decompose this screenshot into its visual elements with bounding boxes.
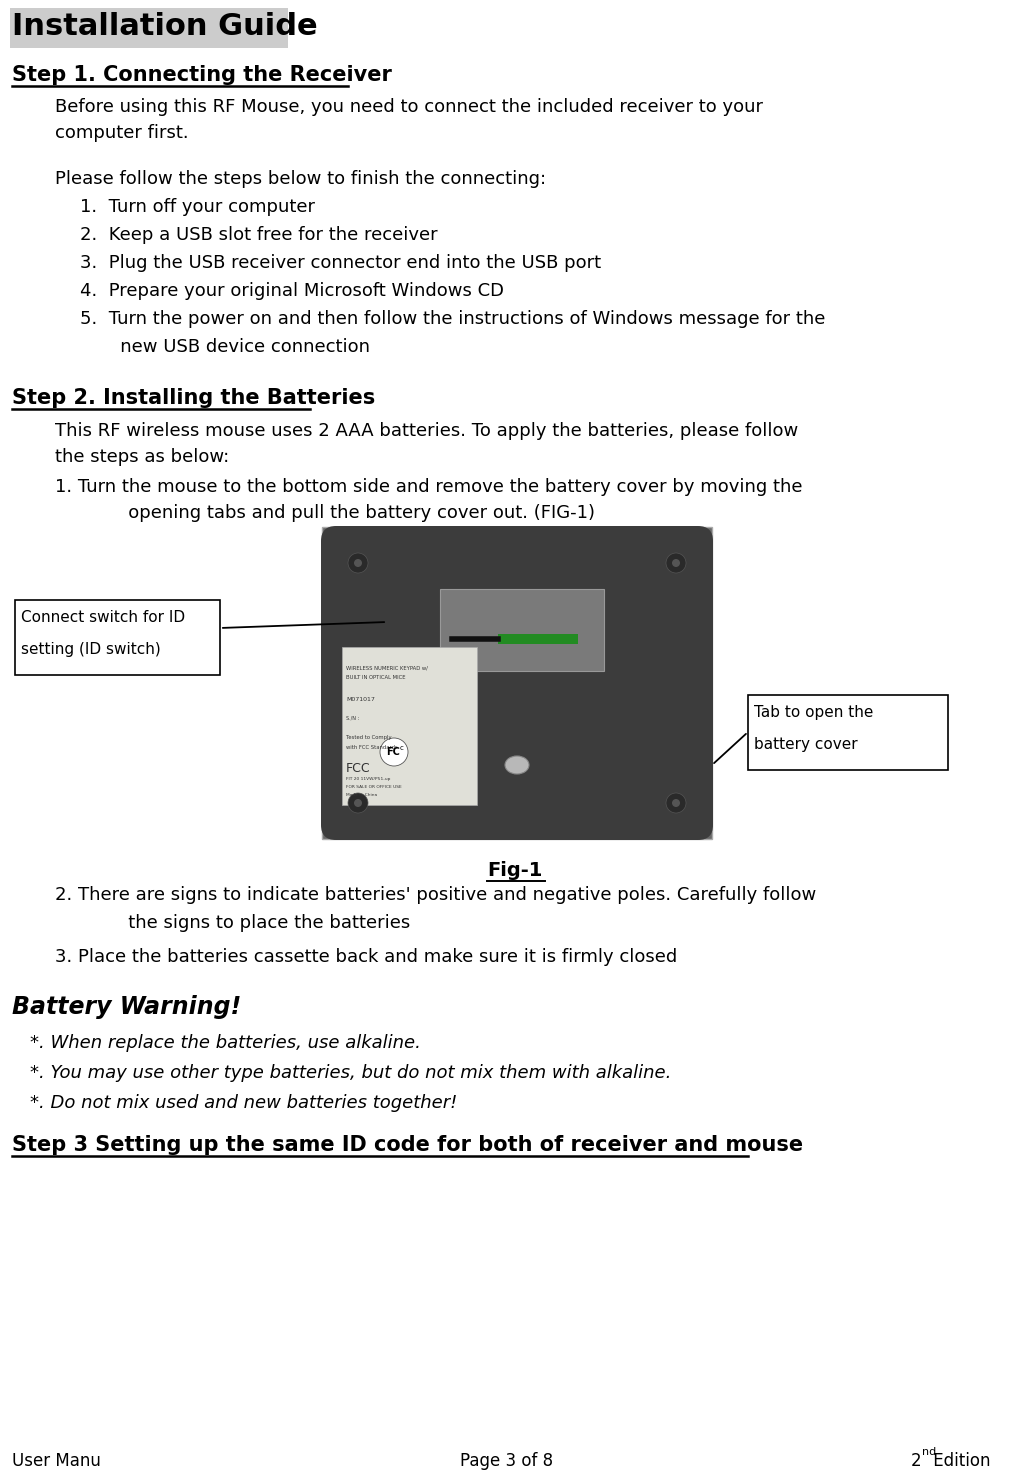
Circle shape (348, 552, 368, 573)
Text: Made in China: Made in China (346, 792, 377, 797)
Circle shape (666, 552, 686, 573)
Text: FC: FC (386, 747, 400, 757)
Text: FOR SALE OR OFFICE USE: FOR SALE OR OFFICE USE (346, 785, 402, 790)
Text: battery cover: battery cover (754, 736, 858, 753)
Text: S./N :: S./N : (346, 714, 360, 720)
Text: 2. There are signs to indicate batteries' positive and negative poles. Carefully: 2. There are signs to indicate batteries… (55, 885, 816, 904)
Circle shape (354, 798, 362, 807)
Text: 1.  Turn off your computer: 1. Turn off your computer (80, 197, 315, 217)
Text: Please follow the steps below to finish the connecting:: Please follow the steps below to finish … (55, 169, 546, 189)
Text: the signs to place the batteries: the signs to place the batteries (88, 915, 410, 932)
Text: *. You may use other type batteries, but do not mix them with alkaline.: *. You may use other type batteries, but… (30, 1064, 672, 1083)
Bar (498, 633, 578, 644)
Circle shape (380, 738, 408, 766)
Circle shape (672, 558, 680, 567)
Text: Edition: Edition (928, 1452, 991, 1470)
Text: FCC: FCC (346, 762, 371, 775)
Text: computer first.: computer first. (55, 124, 188, 141)
Text: Connect switch for ID: Connect switch for ID (21, 610, 185, 625)
Text: FIT 20 11VW/P51-up: FIT 20 11VW/P51-up (346, 776, 390, 781)
Circle shape (666, 792, 686, 813)
Text: setting (ID switch): setting (ID switch) (21, 642, 161, 657)
Circle shape (672, 798, 680, 807)
Text: User Manu: User Manu (12, 1452, 101, 1470)
Text: BUILT IN OPTICAL MICE: BUILT IN OPTICAL MICE (346, 675, 405, 681)
Text: opening tabs and pull the battery cover out. (FIG-1): opening tabs and pull the battery cover … (88, 504, 595, 521)
Text: Installation Guide: Installation Guide (12, 12, 318, 41)
Circle shape (354, 558, 362, 567)
Text: This RF wireless mouse uses 2 AAA batteries. To apply the batteries, please foll: This RF wireless mouse uses 2 AAA batter… (55, 421, 798, 440)
Text: 3. Place the batteries cassette back and make sure it is firmly closed: 3. Place the batteries cassette back and… (55, 949, 678, 966)
Text: nd: nd (922, 1446, 936, 1457)
Bar (748, 695, 948, 770)
Text: Before using this RF Mouse, you need to connect the included receiver to your: Before using this RF Mouse, you need to … (55, 99, 763, 116)
Bar (342, 647, 477, 806)
Bar (440, 589, 604, 672)
Text: WIRELESS NUMERIC KEYPAD w/: WIRELESS NUMERIC KEYPAD w/ (346, 664, 427, 670)
Text: 1. Turn the mouse to the bottom side and remove the battery cover by moving the: 1. Turn the mouse to the bottom side and… (55, 479, 802, 496)
Bar (15, 600, 220, 675)
Text: Tested to Comply: Tested to Comply (346, 735, 392, 739)
Text: Page 3 of 8: Page 3 of 8 (460, 1452, 553, 1470)
Text: 5.  Turn the power on and then follow the instructions of Windows message for th: 5. Turn the power on and then follow the… (80, 309, 826, 328)
Ellipse shape (505, 756, 529, 773)
Bar (322, 527, 712, 840)
Text: the steps as below:: the steps as below: (55, 448, 229, 465)
Text: 2: 2 (911, 1452, 922, 1470)
Text: Battery Warning!: Battery Warning! (12, 994, 241, 1019)
Circle shape (348, 792, 368, 813)
Text: 4.  Prepare your original Microsoft Windows CD: 4. Prepare your original Microsoft Windo… (80, 281, 504, 300)
Text: 2.  Keep a USB slot free for the receiver: 2. Keep a USB slot free for the receiver (80, 225, 438, 245)
Text: new USB device connection: new USB device connection (80, 337, 370, 356)
Bar (10, 7, 288, 49)
Text: Step 2. Installing the Batteries: Step 2. Installing the Batteries (12, 387, 375, 408)
Text: *. Do not mix used and new batteries together!: *. Do not mix used and new batteries tog… (30, 1094, 458, 1112)
Text: *. When replace the batteries, use alkaline.: *. When replace the batteries, use alkal… (30, 1034, 420, 1052)
Text: M071017: M071017 (346, 697, 375, 703)
Text: with FCC Standards: with FCC Standards (346, 745, 398, 750)
Text: Step 3 Setting up the same ID code for both of receiver and mouse: Step 3 Setting up the same ID code for b… (12, 1136, 803, 1155)
Text: Tab to open the: Tab to open the (754, 706, 873, 720)
Text: Step 1. Connecting the Receiver: Step 1. Connecting the Receiver (12, 65, 392, 85)
FancyBboxPatch shape (321, 526, 713, 840)
Text: 3.  Plug the USB receiver connector end into the USB port: 3. Plug the USB receiver connector end i… (80, 253, 601, 273)
Text: c: c (400, 745, 404, 751)
Text: Fig-1: Fig-1 (487, 862, 542, 879)
